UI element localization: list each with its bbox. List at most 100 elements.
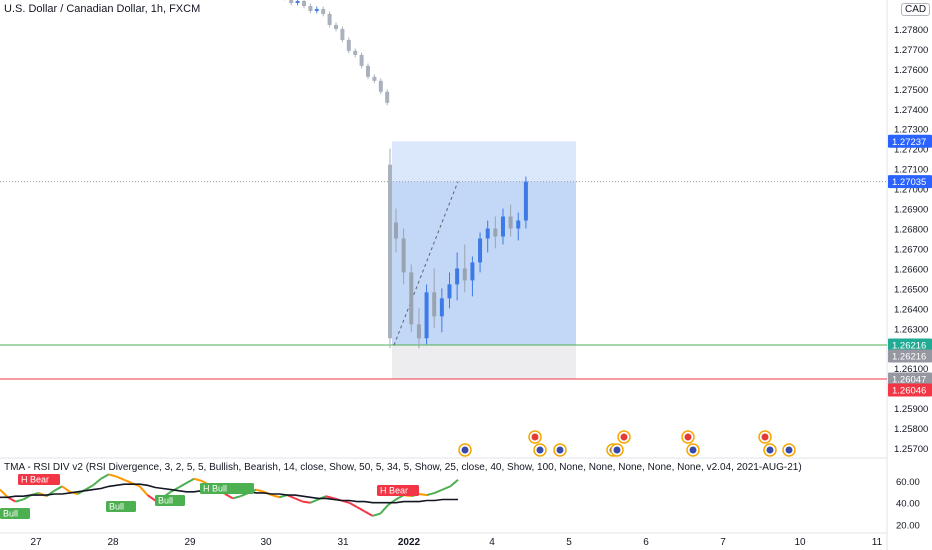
event-flag-icon xyxy=(461,446,469,454)
price-tick-label: 1.27200 xyxy=(894,145,928,156)
candle-body xyxy=(500,216,505,237)
candle-body xyxy=(314,8,319,11)
rsi-line-segment xyxy=(123,478,133,485)
rsi-line-segment xyxy=(302,500,311,504)
price-tick-label: 1.27600 xyxy=(894,65,928,76)
position-tool[interactable] xyxy=(392,141,576,379)
time-tick-label: 7 xyxy=(720,537,726,548)
rsi-line-segment xyxy=(271,494,280,499)
event-flag-icon xyxy=(684,433,692,441)
candle-body xyxy=(409,272,414,325)
rsi-line-segment xyxy=(53,485,63,492)
time-tick-label: 30 xyxy=(260,537,272,548)
price-axis[interactable]: 1.27800 1.27700 1.27600 1.27500 1.27400 1.273… xyxy=(894,25,928,455)
rsi-line-segment xyxy=(379,504,389,515)
rsi-line-segment xyxy=(185,477,195,484)
price-tick-label: 1.27300 xyxy=(894,125,928,136)
price-tick-label: 1.26900 xyxy=(894,205,928,216)
candle-body xyxy=(295,1,300,4)
candle-body xyxy=(485,228,490,239)
rsi-line-segment xyxy=(294,497,304,503)
rsi-line-segment xyxy=(255,488,265,493)
candle-body xyxy=(508,216,513,229)
rsi-line-segment xyxy=(138,485,149,496)
rsi-line-segment xyxy=(310,498,319,504)
rsi-line-segment xyxy=(419,493,428,497)
rsi-line-segment xyxy=(372,512,381,517)
rsi-line-segment xyxy=(434,488,443,494)
indicator-title: TMA - RSI DIV v2 (RSI Divergence, 3, 2, … xyxy=(4,462,802,473)
rsi-line-segment xyxy=(92,477,102,487)
divergence-label-text: Bull xyxy=(109,502,124,512)
rsi-line-segment xyxy=(426,491,435,497)
time-tick-label: 27 xyxy=(30,537,42,548)
event-flag-icon xyxy=(531,433,539,441)
price-label-box xyxy=(888,349,932,363)
rsi-line-segment xyxy=(364,510,374,517)
divergence-label-box xyxy=(106,501,136,512)
rsi-line-segment xyxy=(61,485,71,493)
price-tick-label: 1.26500 xyxy=(894,284,928,295)
candle-body xyxy=(327,13,332,25)
symbol-title: U.S. Dollar / Canadian Dollar, 1h, FXCM xyxy=(4,3,201,15)
candle-body xyxy=(308,5,313,11)
price-tick-label: 1.25900 xyxy=(894,404,928,415)
economic-events[interactable] xyxy=(458,430,796,457)
price-tick-label: 1.27700 xyxy=(894,45,928,56)
rsi-line-segment xyxy=(0,488,9,498)
divergence-label-text: H Bear xyxy=(380,486,408,496)
candle-body xyxy=(439,298,444,317)
candles xyxy=(284,0,528,349)
candle-body xyxy=(353,50,358,55)
candle-body xyxy=(447,284,452,299)
price-label-text: 1.26216 xyxy=(892,341,926,352)
rsi-line-segment xyxy=(442,485,451,491)
event-flag-icon xyxy=(620,433,628,441)
candle-body xyxy=(432,292,437,317)
time-tick-label: 29 xyxy=(184,537,196,548)
event-flag-icon xyxy=(613,446,621,454)
divergence-label-text: H Bear xyxy=(21,475,49,485)
price-label-text: 1.27035 xyxy=(892,177,926,188)
trade-path-line xyxy=(393,181,459,346)
candle-body xyxy=(388,164,392,339)
candle-body xyxy=(516,220,521,229)
divergence-label-box xyxy=(18,474,60,485)
rsi-line-segment xyxy=(116,475,125,481)
price-tick-label: 1.27800 xyxy=(894,25,928,36)
rsi-tick-label: 60.00 xyxy=(896,477,920,488)
event-flag-icon xyxy=(761,433,769,441)
candle-body xyxy=(340,28,345,40)
candle-body xyxy=(401,238,406,273)
price-tick-label: 1.26700 xyxy=(894,244,928,255)
rsi-line-segment xyxy=(356,506,366,513)
divergence-label-text: Bull xyxy=(3,509,18,519)
time-axis[interactable]: 27 28 29 30 31 2022 4 5 6 7 10 11 xyxy=(30,537,882,548)
time-tick-label: 5 xyxy=(566,537,572,548)
price-tick-label: 1.26400 xyxy=(894,304,928,315)
candle-body xyxy=(462,268,467,281)
price-label-box xyxy=(888,134,932,148)
rsi-line-segment xyxy=(100,473,110,480)
price-tick-label: 1.27400 xyxy=(894,105,928,116)
time-tick-label: 11 xyxy=(872,537,883,548)
currency-label[interactable]: CAD xyxy=(901,3,931,16)
price-label-text: 1.26047 xyxy=(892,374,926,385)
price-tick-label: 1.26300 xyxy=(894,324,928,335)
rsi-line-segment xyxy=(108,473,117,478)
event-flag-icon xyxy=(689,446,697,454)
event-flag-icon xyxy=(785,446,793,454)
time-tick-label: 2022 xyxy=(398,537,421,548)
candle-body xyxy=(424,292,429,339)
candle-body xyxy=(378,80,383,92)
candle-body xyxy=(321,8,326,14)
divergence-label-box xyxy=(377,485,419,496)
indicator-name: TMA - RSI DIV v2 xyxy=(4,462,83,473)
price-tick-label: 1.27500 xyxy=(894,85,928,96)
candle-body xyxy=(372,76,377,81)
price-label-box xyxy=(888,338,932,352)
price-levels xyxy=(0,181,887,380)
price-label-text: 1.26216 xyxy=(892,352,926,363)
